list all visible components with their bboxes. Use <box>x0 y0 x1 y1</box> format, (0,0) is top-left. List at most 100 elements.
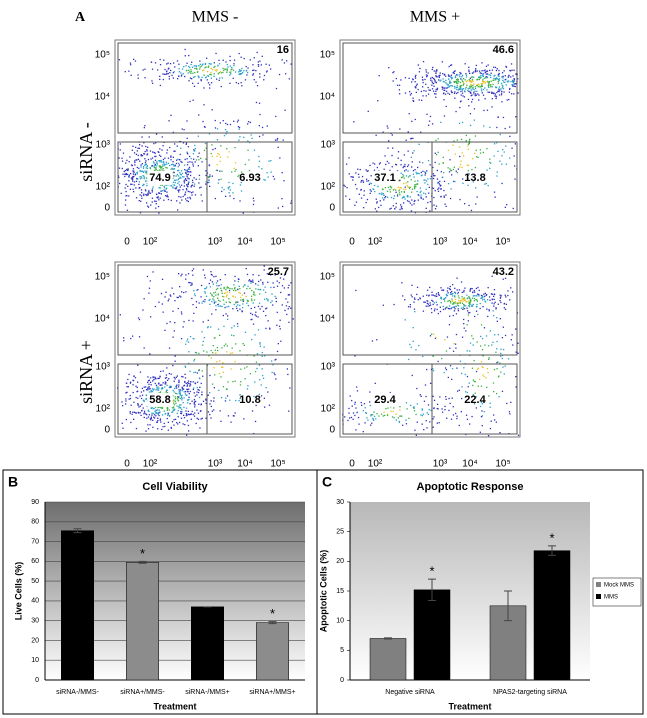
event-dot <box>447 301 448 302</box>
event-dot <box>183 321 184 322</box>
event-dot <box>477 93 478 94</box>
event-dot <box>455 153 456 154</box>
x-tick-label: 10⁵ <box>270 237 285 248</box>
event-dot <box>208 76 209 77</box>
event-dot <box>246 70 247 71</box>
event-dot <box>174 330 175 331</box>
event-dot <box>428 404 429 405</box>
event-dot <box>143 69 144 70</box>
event-dot <box>259 303 260 304</box>
event-dot <box>274 178 275 179</box>
event-dot <box>476 311 477 312</box>
event-dot <box>419 99 420 100</box>
event-dot <box>240 297 241 298</box>
event-dot <box>190 198 191 199</box>
event-dot <box>492 299 493 300</box>
event-dot <box>132 414 133 415</box>
event-dot <box>456 334 457 335</box>
event-dot <box>494 369 495 370</box>
event-dot <box>178 273 179 274</box>
event-dot <box>215 292 216 293</box>
event-dot <box>446 88 447 89</box>
event-dot <box>179 164 180 165</box>
event-dot <box>369 391 370 392</box>
event-dot <box>201 394 202 395</box>
event-dot <box>239 74 240 75</box>
event-dot <box>446 91 447 92</box>
event-dot <box>194 72 195 73</box>
event-dot <box>204 67 205 68</box>
panel-label: A <box>75 10 86 25</box>
event-dot <box>433 295 434 296</box>
event-dot <box>265 287 266 288</box>
event-dot <box>193 268 194 269</box>
event-dot <box>251 308 252 309</box>
y-tick-label: 10² <box>321 404 336 415</box>
event-dot <box>237 121 238 122</box>
event-dot <box>161 149 162 150</box>
event-dot <box>471 89 472 90</box>
event-dot <box>412 375 413 376</box>
event-dot <box>189 101 190 102</box>
y-tick-label: 25 <box>336 529 344 536</box>
event-dot <box>190 403 191 404</box>
event-dot <box>415 184 416 185</box>
event-dot <box>347 187 348 188</box>
event-dot <box>162 414 163 415</box>
event-dot <box>179 184 180 185</box>
event-dot <box>181 291 182 292</box>
event-dot <box>230 422 231 423</box>
y-tick-label: 10³ <box>96 362 111 373</box>
event-dot <box>496 96 497 97</box>
event-dot <box>438 313 439 314</box>
event-dot <box>125 184 126 185</box>
event-dot <box>257 85 258 86</box>
event-dot <box>211 301 212 302</box>
event-dot <box>152 190 153 191</box>
event-dot <box>459 107 460 108</box>
event-dot <box>148 207 149 208</box>
event-dot <box>387 414 388 415</box>
gate-value: 43.2 <box>493 266 514 278</box>
event-dot <box>416 435 417 436</box>
event-dot <box>201 66 202 67</box>
event-dot <box>153 143 154 144</box>
event-dot <box>164 330 165 331</box>
event-dot <box>446 418 447 419</box>
event-dot <box>499 91 500 92</box>
event-dot <box>442 61 443 62</box>
event-dot <box>486 73 487 74</box>
event-dot <box>191 78 192 79</box>
event-dot <box>399 192 400 193</box>
event-dot <box>133 402 134 403</box>
event-dot <box>471 210 472 211</box>
event-dot <box>132 384 133 385</box>
legend-label: MMS <box>604 595 618 601</box>
event-dot <box>504 373 505 374</box>
event-dot <box>493 296 494 297</box>
event-dot <box>146 150 147 151</box>
event-dot <box>450 302 451 303</box>
event-dot <box>498 70 499 71</box>
event-dot <box>235 381 236 382</box>
event-dot <box>217 128 218 129</box>
event-dot <box>423 90 424 91</box>
event-dot <box>221 86 222 87</box>
event-dot <box>407 170 408 171</box>
event-dot <box>140 178 141 179</box>
event-dot <box>164 411 165 412</box>
event-dot <box>135 386 136 387</box>
event-dot <box>413 407 414 408</box>
event-dot <box>236 306 237 307</box>
event-dot <box>167 410 168 411</box>
event-dot <box>290 282 291 283</box>
event-dot <box>192 182 193 183</box>
event-dot <box>436 70 437 71</box>
event-dot <box>496 362 497 363</box>
event-dot <box>246 268 247 269</box>
event-dot <box>256 102 257 103</box>
event-dot <box>227 292 228 293</box>
event-dot <box>505 365 506 366</box>
event-dot <box>452 77 453 78</box>
event-dot <box>235 71 236 72</box>
